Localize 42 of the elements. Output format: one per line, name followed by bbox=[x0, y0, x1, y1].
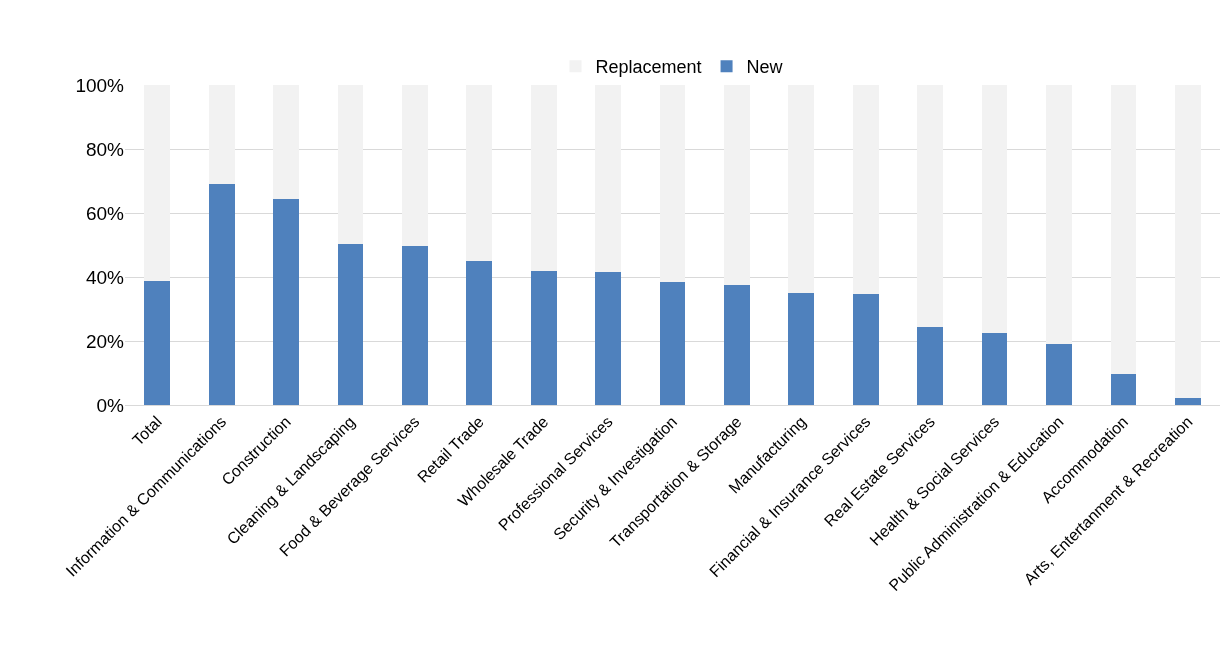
bar bbox=[852, 294, 879, 405]
bar bbox=[208, 183, 235, 405]
bar bbox=[1046, 343, 1072, 405]
y-tick-label: 80% bbox=[85, 138, 125, 160]
bar bbox=[337, 244, 364, 405]
bar bbox=[724, 285, 750, 405]
bar bbox=[273, 198, 299, 405]
legend-label: Replacement bbox=[595, 57, 702, 78]
bar bbox=[466, 261, 493, 405]
y-tick-label: 0% bbox=[96, 394, 125, 416]
bar bbox=[1174, 85, 1201, 398]
bar bbox=[1046, 85, 1072, 344]
bar bbox=[144, 281, 171, 405]
bar bbox=[530, 271, 557, 405]
bar bbox=[1174, 397, 1201, 405]
bar bbox=[273, 85, 299, 199]
legend-label: New bbox=[746, 57, 784, 78]
bar bbox=[852, 85, 879, 295]
y-tick-label: 60% bbox=[85, 202, 125, 224]
y-tick-label: 20% bbox=[85, 330, 125, 352]
bar bbox=[1110, 373, 1137, 405]
bar bbox=[659, 282, 686, 405]
bar bbox=[981, 332, 1008, 405]
bar bbox=[788, 85, 815, 294]
bar bbox=[595, 272, 621, 405]
bar bbox=[530, 85, 557, 272]
bar bbox=[466, 85, 493, 261]
bar bbox=[144, 85, 171, 282]
bar bbox=[208, 85, 235, 184]
bar bbox=[917, 326, 944, 405]
y-tick-label: 100% bbox=[75, 74, 125, 96]
bar bbox=[981, 85, 1008, 333]
bar bbox=[724, 85, 750, 286]
y-tick-label: 40% bbox=[85, 266, 125, 288]
bar bbox=[337, 85, 364, 245]
bar bbox=[917, 85, 944, 327]
bar bbox=[659, 85, 686, 283]
bar bbox=[1110, 85, 1137, 374]
bar bbox=[401, 85, 428, 246]
bar bbox=[401, 245, 428, 405]
bar bbox=[788, 293, 815, 405]
bar bbox=[595, 85, 621, 273]
